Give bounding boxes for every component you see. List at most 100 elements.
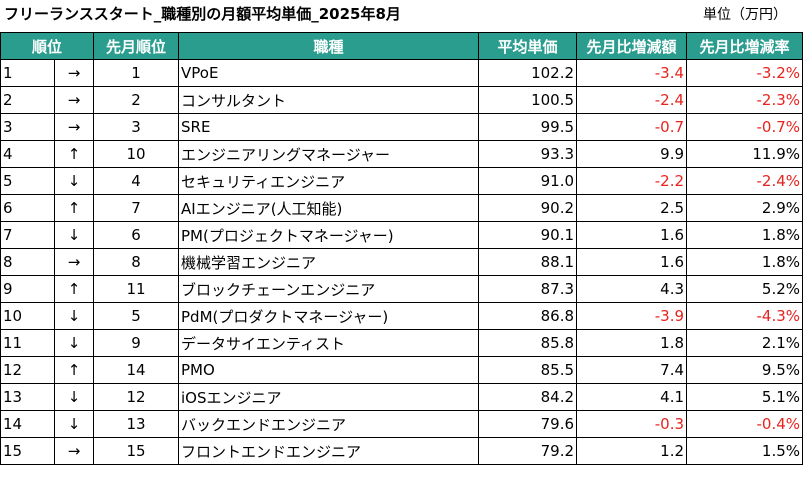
table-row: 5 ↓ 4 セキュリティエンジニア 91.0 -2.2 -2.4% [0,167,803,195]
cell-rank: 10 [0,302,55,330]
table-row: 11 ↓ 9 データサイエンティスト 85.8 1.8 2.1% [0,329,803,357]
table-row: 3 → 3 SRE 99.5 -0.7 -0.7% [0,113,803,141]
cell-avg-price: 88.1 [478,248,578,276]
cell-diff-rate: 2.9% [686,194,803,222]
cell-rank: 3 [0,113,55,141]
header-rank: 順位 [0,32,95,60]
header-diff-rate: 先月比増減率 [686,32,803,60]
cell-rank: 12 [0,356,55,384]
rank-change-arrow: → [53,59,95,87]
cell-diff-rate: -0.7% [686,113,803,141]
table-row: 2 → 2 コンサルタント 100.5 -2.4 -2.3% [0,86,803,114]
rank-change-arrow: ↑ [53,140,95,168]
cell-prev-rank: 5 [93,302,180,330]
cell-avg-price: 93.3 [478,140,578,168]
cell-job: コンサルタント [178,86,480,114]
cell-job: PdM(プロダクトマネージャー) [178,302,480,330]
cell-diff-rate: 11.9% [686,140,803,168]
cell-prev-rank: 13 [93,410,180,438]
rank-change-arrow: ↑ [53,194,95,222]
header-prev-rank: 先月順位 [93,32,180,60]
cell-diff-amount: -3.9 [576,302,688,330]
cell-prev-rank: 14 [93,356,180,384]
unit-label: 単位（万円） [703,7,787,23]
cell-rank: 5 [0,167,55,195]
cell-prev-rank: 1 [93,59,180,87]
cell-diff-amount: 2.5 [576,194,688,222]
rank-change-arrow: ↓ [53,221,95,249]
rank-change-arrow: → [53,248,95,276]
header-diff-amount: 先月比増減額 [576,32,688,60]
cell-rank: 6 [0,194,55,222]
cell-rank: 9 [0,275,55,303]
cell-prev-rank: 4 [93,167,180,195]
rank-change-arrow: ↓ [53,383,95,411]
header-avg-price: 平均単価 [478,32,578,60]
cell-diff-amount: 4.1 [576,383,688,411]
table-row: 4 ↑ 10 エンジニアリングマネージャー 93.3 9.9 11.9% [0,140,803,168]
cell-avg-price: 87.3 [478,275,578,303]
cell-diff-amount: 9.9 [576,140,688,168]
cell-avg-price: 100.5 [478,86,578,114]
cell-rank: 1 [0,59,55,87]
cell-diff-rate: 5.2% [686,275,803,303]
cell-avg-price: 90.2 [478,194,578,222]
header-row: 順位 先月順位 職種 平均単価 先月比増減額 先月比増減率 [0,32,803,60]
cell-prev-rank: 6 [93,221,180,249]
cell-diff-rate: -4.3% [686,302,803,330]
cell-job: バックエンドエンジニア [178,410,480,438]
cell-diff-amount: -3.4 [576,59,688,87]
cell-job: 機械学習エンジニア [178,248,480,276]
cell-prev-rank: 9 [93,329,180,357]
cell-job: PMO [178,356,480,384]
cell-prev-rank: 8 [93,248,180,276]
cell-diff-rate: 1.5% [686,437,803,465]
cell-diff-rate: 5.1% [686,383,803,411]
rank-change-arrow: ↑ [53,356,95,384]
cell-diff-amount: 4.3 [576,275,688,303]
cell-diff-amount: -0.3 [576,410,688,438]
cell-diff-amount: 1.2 [576,437,688,465]
cell-job: ブロックチェーンエンジニア [178,275,480,303]
cell-rank: 15 [0,437,55,465]
cell-diff-rate: -2.3% [686,86,803,114]
cell-rank: 14 [0,410,55,438]
table-row: 1 → 1 VPoE 102.2 -3.4 -3.2% [0,59,803,87]
rank-change-arrow: ↓ [53,167,95,195]
cell-job: エンジニアリングマネージャー [178,140,480,168]
cell-diff-amount: 7.4 [576,356,688,384]
rank-change-arrow: ↓ [53,410,95,438]
cell-diff-amount: 1.6 [576,221,688,249]
header-job: 職種 [178,32,480,60]
cell-diff-rate: 1.8% [686,248,803,276]
cell-rank: 11 [0,329,55,357]
cell-prev-rank: 7 [93,194,180,222]
cell-avg-price: 99.5 [478,113,578,141]
cell-rank: 4 [0,140,55,168]
cell-avg-price: 85.8 [478,329,578,357]
cell-prev-rank: 12 [93,383,180,411]
cell-job: セキュリティエンジニア [178,167,480,195]
cell-avg-price: 85.5 [478,356,578,384]
cell-diff-rate: -2.4% [686,167,803,195]
cell-rank: 8 [0,248,55,276]
cell-rank: 7 [0,221,55,249]
cell-diff-amount: -2.4 [576,86,688,114]
cell-diff-amount: -0.7 [576,113,688,141]
cell-rank: 13 [0,383,55,411]
table-row: 15 → 15 フロントエンドエンジニア 79.2 1.2 1.5% [0,437,803,465]
cell-rank: 2 [0,86,55,114]
cell-prev-rank: 15 [93,437,180,465]
table-row: 7 ↓ 6 PM(プロジェクトマネージャー) 90.1 1.6 1.8% [0,221,803,249]
rank-change-arrow: → [53,437,95,465]
rank-change-arrow: ↓ [53,302,95,330]
cell-job: VPoE [178,59,480,87]
table-row: 8 → 8 機械学習エンジニア 88.1 1.6 1.8% [0,248,803,276]
table-row: 12 ↑ 14 PMO 85.5 7.4 9.5% [0,356,803,384]
cell-avg-price: 79.2 [478,437,578,465]
rank-change-arrow: → [53,113,95,141]
table-row: 14 ↓ 13 バックエンドエンジニア 79.6 -0.3 -0.4% [0,410,803,438]
cell-avg-price: 90.1 [478,221,578,249]
cell-prev-rank: 10 [93,140,180,168]
